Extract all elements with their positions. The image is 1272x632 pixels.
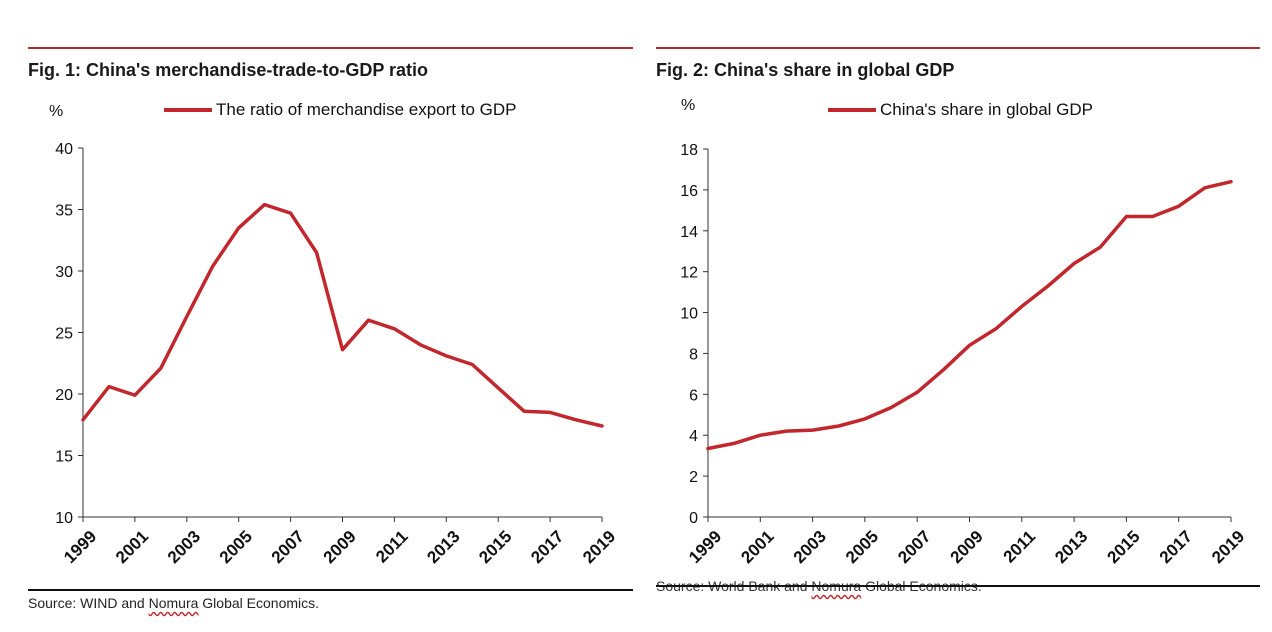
fig1-legend: The ratio of merchandise export to GDP [164,100,516,120]
fig2-y-tick-label: 18 [680,142,698,159]
fig2-y-tick-label: 10 [680,306,698,323]
fig2-bottom-rule [656,585,1260,587]
fig2-unit-label: % [681,97,696,114]
fig2-top-rule [656,47,1260,49]
fig2-y-tick-label: 8 [689,346,698,363]
fig1-bottom-rule [28,589,633,591]
fig2-y-tick-label: 2 [689,469,698,486]
fig2-y-tick-label: 12 [680,265,698,282]
fig2-x-tick-label: 1999 [685,527,725,567]
fig2-legend: China's share in global GDP [828,100,1093,120]
fig1-y-tick-label: 25 [55,326,73,343]
fig1-source-nomura: Nomura [148,595,199,611]
fig2-title: Fig. 2: China's share in global GDP [656,60,955,80]
fig1-y-tick-label: 20 [55,387,73,404]
fig2-x-tick-label: 2013 [1051,527,1091,567]
fig2-y-tick-label: 14 [680,224,698,241]
fig1-y-tick-label: 40 [55,141,73,158]
fig1-legend-swatch [164,108,212,112]
fig2-legend-label: China's share in global GDP [880,100,1094,119]
fig1-y-tick-label: 30 [55,264,73,281]
fig1-source-pre: Source: WIND and [28,595,149,611]
fig2-y-tick-label: 0 [689,510,698,527]
fig2-series-line [706,179,1233,451]
fig2-x-tick-label: 2007 [894,527,934,567]
fig2-y-tick-label: 4 [689,428,698,445]
fig1-title: Fig. 1: China's merchandise-trade-to-GDP… [28,60,429,80]
fig1-unit-label: % [49,103,64,120]
fig1-y-tick-label: 15 [55,449,73,466]
fig2-x-tick-label: 2015 [1104,527,1144,567]
fig2-x-tick-label: 2005 [842,527,882,567]
fig1-series-line [81,202,604,428]
fig1-top-rule [28,47,633,49]
fig1-legend-label: The ratio of merchandise export to GDP [216,100,517,119]
fig1-source: Source: WIND and Nomura Global Economics… [28,595,319,611]
fig2-y-tick-label: 16 [680,183,698,200]
fig2-x-tick-label: 2011 [1000,527,1040,567]
fig2-x-tick-label: 2001 [737,527,777,567]
fig2-x-tick-label: 2009 [947,527,987,567]
fig2-x-tick-label: 2017 [1156,527,1196,567]
fig2-x-tick-label: 2019 [1208,527,1248,567]
fig1-y-tick-label: 10 [55,510,73,527]
fig2-x-tick-label: 2003 [790,527,830,567]
fig2-legend-swatch [828,108,876,112]
fig2-y-tick-label: 6 [689,387,698,404]
fig1-source-post: Global Economics. [198,595,320,611]
fig1-y-tick-label: 35 [55,203,73,220]
